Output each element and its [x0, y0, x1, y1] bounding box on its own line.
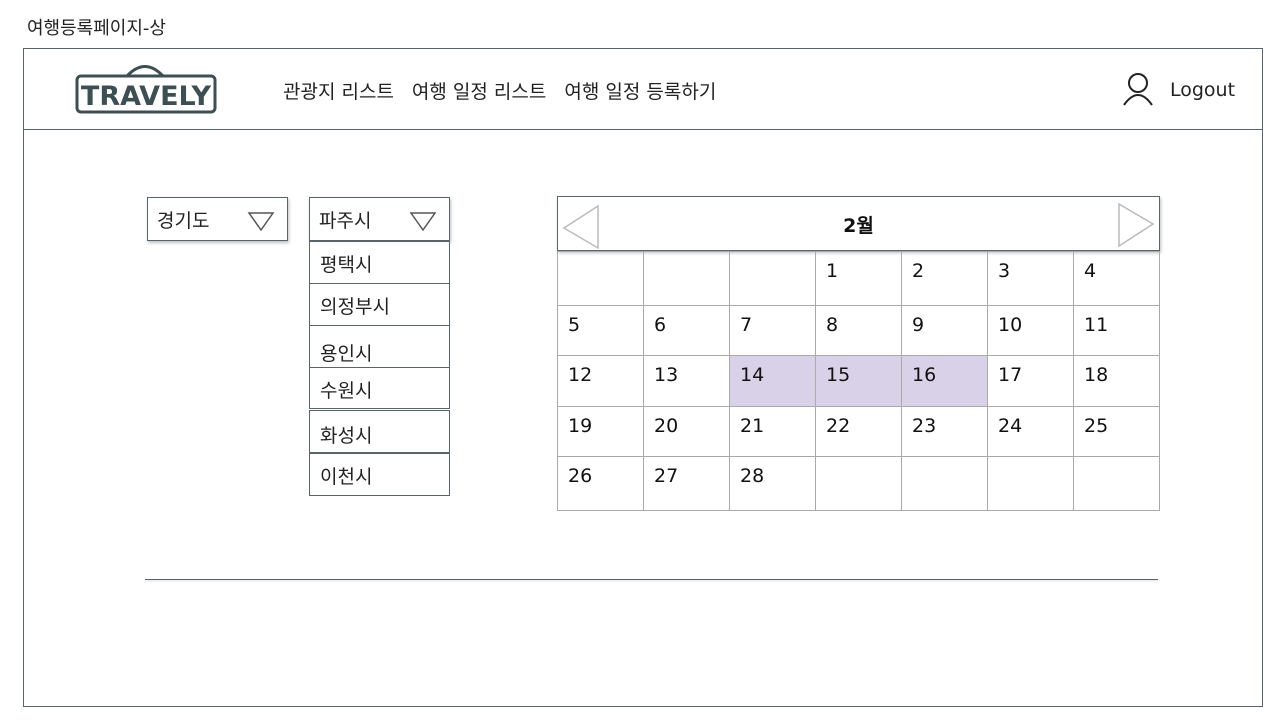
calendar-empty-cell	[558, 251, 644, 305]
calendar-day[interactable]: 24	[988, 406, 1074, 456]
user-icon[interactable]	[1120, 71, 1156, 107]
calendar-day[interactable]: 23	[902, 406, 988, 456]
province-select[interactable]: 경기도	[147, 197, 288, 241]
calendar-day[interactable]: 16	[902, 355, 988, 406]
calendar-header: 2월	[557, 196, 1160, 251]
next-month-icon[interactable]	[1116, 202, 1156, 248]
city-option[interactable]: 화성시	[309, 410, 450, 453]
calendar-day[interactable]: 1	[816, 251, 902, 305]
logo-text: TRAVELY	[81, 81, 212, 112]
calendar-day[interactable]: 13	[644, 355, 730, 406]
city-option[interactable]: 용인시	[309, 325, 450, 368]
calendar-month-title: 2월	[843, 215, 874, 237]
city-option[interactable]: 의정부시	[309, 283, 450, 326]
calendar-day[interactable]: 5	[558, 305, 644, 355]
calendar-empty-cell	[1074, 456, 1160, 510]
nav-trip-list[interactable]: 여행 일정 리스트	[411, 81, 547, 103]
calendar-empty-cell	[816, 456, 902, 510]
calendar-day[interactable]: 6	[644, 305, 730, 355]
calendar-day[interactable]: 22	[816, 406, 902, 456]
chevron-down-icon	[409, 212, 437, 232]
calendar-day[interactable]: 20	[644, 406, 730, 456]
calendar-day[interactable]: 8	[816, 305, 902, 355]
calendar-empty-cell	[902, 456, 988, 510]
calendar-day[interactable]: 3	[988, 251, 1074, 305]
calendar-day[interactable]: 21	[730, 406, 816, 456]
calendar-day[interactable]: 11	[1074, 305, 1160, 355]
city-select[interactable]: 파주시	[309, 197, 450, 241]
calendar-day[interactable]: 12	[558, 355, 644, 406]
prev-month-icon[interactable]	[561, 204, 601, 250]
divider	[145, 579, 1158, 580]
calendar-day[interactable]: 2	[902, 251, 988, 305]
city-option[interactable]: 평택시	[309, 241, 450, 284]
calendar-day[interactable]: 26	[558, 456, 644, 510]
chevron-down-icon	[247, 212, 275, 232]
calendar-day[interactable]: 18	[1074, 355, 1160, 406]
calendar-day[interactable]: 25	[1074, 406, 1160, 456]
calendar-day[interactable]: 4	[1074, 251, 1160, 305]
city-select-value: 파주시	[319, 210, 372, 232]
calendar-day[interactable]: 7	[730, 305, 816, 355]
logout-button[interactable]: Logout	[1170, 79, 1236, 101]
calendar-empty-cell	[730, 251, 816, 305]
city-option[interactable]: 이천시	[309, 453, 450, 496]
calendar-day[interactable]: 14	[730, 355, 816, 406]
calendar-day[interactable]: 9	[902, 305, 988, 355]
page-label: 여행등록페이지-상	[27, 18, 166, 39]
nav-attractions[interactable]: 관광지 리스트	[283, 81, 394, 103]
calendar-day[interactable]: 10	[988, 305, 1074, 355]
header: TRAVELY 관광지 리스트 여행 일정 리스트 여행 일정 등록하기 Log…	[24, 49, 1262, 130]
province-select-value: 경기도	[157, 210, 210, 232]
city-option[interactable]: 수원시	[309, 367, 450, 409]
main-nav: 관광지 리스트 여행 일정 리스트 여행 일정 등록하기	[283, 77, 716, 104]
calendar-grid: 1 2 3 4 5 6 7 8 9 10 11 12 13 14 15 16 17 18 19 20 21 22 23 24 2…	[557, 251, 1160, 511]
calendar-empty-cell	[644, 251, 730, 305]
page-frame: TRAVELY 관광지 리스트 여행 일정 리스트 여행 일정 등록하기 Log…	[23, 48, 1263, 707]
calendar-day[interactable]: 27	[644, 456, 730, 510]
calendar-day[interactable]: 19	[558, 406, 644, 456]
travely-logo[interactable]: TRAVELY	[75, 63, 217, 115]
calendar-empty-cell	[988, 456, 1074, 510]
calendar: 2월 1 2 3 4 5 6 7 8 9 10 11 12 13 14 15 16 17 18 19 20 21 22 23…	[557, 196, 1160, 511]
nav-trip-register[interactable]: 여행 일정 등록하기	[564, 81, 717, 103]
calendar-day[interactable]: 15	[816, 355, 902, 406]
calendar-day[interactable]: 17	[988, 355, 1074, 406]
calendar-day[interactable]: 28	[730, 456, 816, 510]
